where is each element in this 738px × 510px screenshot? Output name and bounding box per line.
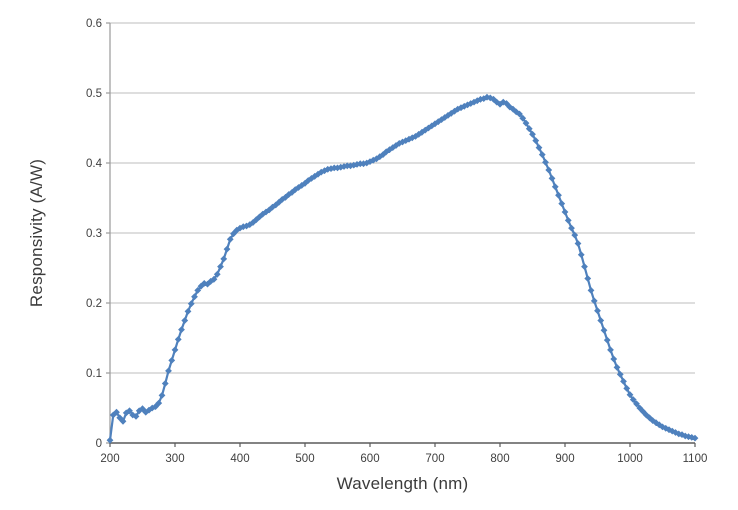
x-tick-label: 1000 (617, 453, 643, 465)
x-tick-label: 500 (295, 453, 314, 465)
data-series (106, 93, 699, 444)
x-tick-label: 200 (100, 453, 119, 465)
y-tick-label: 0.4 (86, 158, 103, 170)
x-tick-label: 1100 (683, 453, 708, 465)
y-tick-label: 0.1 (86, 368, 102, 380)
y-tick-label: 0.6 (86, 18, 102, 30)
y-axis-title: Responsivity (A/W) (27, 158, 46, 308)
x-axis-title: Wavelength (nm) (336, 474, 469, 493)
y-tick-label: 0.3 (86, 228, 102, 240)
y-tick-label: 0 (96, 438, 102, 450)
x-tick-label: 900 (555, 453, 574, 465)
gridlines (110, 22, 695, 374)
y-tick-label: 0.5 (86, 88, 102, 100)
x-tick-label: 700 (425, 453, 444, 465)
x-tick-label: 300 (165, 453, 184, 465)
x-tick-label: 800 (490, 453, 509, 465)
y-tick-label: 0.2 (86, 298, 102, 310)
x-tick-label: 600 (360, 453, 379, 465)
x-tick-label: 400 (230, 453, 249, 465)
tick-marks (106, 22, 696, 447)
tick-labels: 0 0.1 0.2 0.3 0.4 0.5 0.6 200 300 400 500 600 700 800… (86, 18, 707, 465)
series-diamond-markers (106, 93, 699, 444)
series-line (108, 96, 696, 441)
